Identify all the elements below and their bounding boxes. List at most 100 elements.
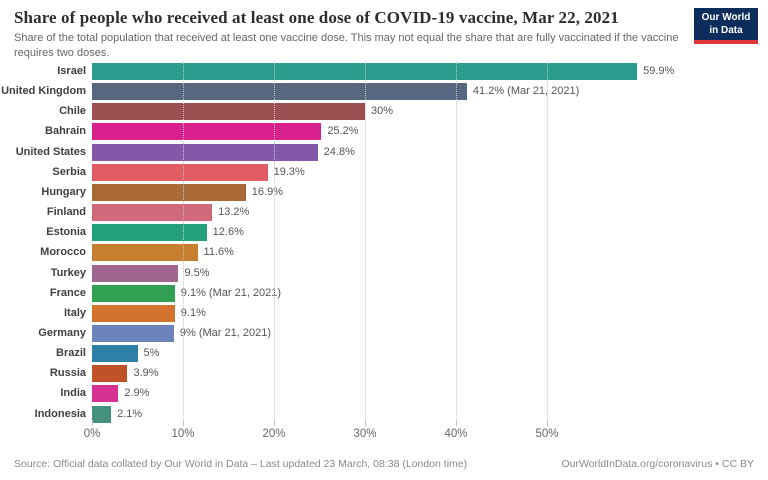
value-label: 25.2% bbox=[327, 125, 359, 138]
country-label: Indonesia bbox=[34, 407, 86, 420]
bar[interactable] bbox=[92, 385, 119, 403]
country-label: Bahrain bbox=[45, 125, 86, 138]
country-label: Finland bbox=[46, 206, 86, 219]
bar-row: Hungary 16.9% bbox=[0, 183, 768, 201]
axis-tick bbox=[92, 420, 93, 426]
owid-logo[interactable]: Our World in Data bbox=[694, 8, 758, 44]
footer-right: OurWorldInData.org/coronavirus • CC BY bbox=[561, 458, 754, 470]
chart-header: Share of people who received at least on… bbox=[14, 8, 758, 61]
value-label: 30% bbox=[371, 105, 394, 118]
country-label: Estonia bbox=[46, 226, 86, 239]
owid-logo-line2: in Data bbox=[709, 24, 743, 36]
bar[interactable] bbox=[92, 83, 467, 101]
bar[interactable] bbox=[92, 224, 207, 242]
bar-row: Estonia 12.6% bbox=[0, 224, 768, 242]
value-label: 11.6% bbox=[203, 246, 234, 259]
axis-tick-label: 50% bbox=[535, 428, 559, 440]
country-label: Brazil bbox=[56, 347, 86, 360]
value-label: 9.1% bbox=[180, 306, 206, 319]
value-label: 9.1% (Mar 21, 2021) bbox=[180, 286, 282, 299]
bar-row: Serbia 19.3% bbox=[0, 163, 768, 181]
axis-tick bbox=[547, 420, 548, 426]
value-label: 12.6% bbox=[212, 226, 244, 239]
bar[interactable] bbox=[92, 63, 638, 80]
value-label: 9% (Mar 21, 2021) bbox=[179, 326, 271, 339]
owid-link[interactable]: OurWorldInData.org/coronavirus bbox=[561, 458, 713, 470]
chart-footer: Source: Official data collated by Our Wo… bbox=[14, 458, 754, 470]
value-label: 16.9% bbox=[251, 185, 283, 198]
country-label: Morocco bbox=[40, 246, 86, 259]
source-note: Source: Official data collated by Our Wo… bbox=[14, 458, 468, 470]
bar-chart: Israel 59.9% United Kingdom 41.2% (Mar 21, … bbox=[0, 62, 768, 442]
country-label: India bbox=[60, 387, 86, 400]
gridline bbox=[365, 62, 366, 424]
bar-row: Morocco 11.6% bbox=[0, 244, 768, 262]
bar-row: Indonesia 2.1% bbox=[0, 405, 768, 423]
country-label: France bbox=[49, 286, 86, 299]
bar-row: United States 24.8% bbox=[0, 143, 768, 161]
bar-row: United Kingdom 41.2% (Mar 21, 2021) bbox=[0, 83, 768, 101]
value-label: 24.8% bbox=[323, 145, 355, 158]
bar[interactable] bbox=[92, 284, 175, 302]
value-label: 19.3% bbox=[273, 165, 305, 178]
bar-row: Germany 9% (Mar 21, 2021) bbox=[0, 324, 768, 342]
country-label: Chile bbox=[59, 105, 86, 118]
bar[interactable] bbox=[92, 264, 179, 282]
country-label: Turkey bbox=[50, 266, 86, 279]
bar[interactable] bbox=[92, 103, 365, 121]
bar-row: Bahrain 25.2% bbox=[0, 123, 768, 141]
gridline bbox=[456, 62, 457, 424]
bar[interactable] bbox=[92, 143, 318, 161]
value-label: 3.9% bbox=[133, 367, 159, 380]
country-label: United States bbox=[15, 145, 86, 158]
bar-row: Chile 30% bbox=[0, 103, 768, 121]
owid-logo-line1: Our World bbox=[701, 12, 751, 23]
page-title: Share of people who received at least on… bbox=[14, 8, 619, 27]
gridline bbox=[183, 62, 184, 424]
bar[interactable] bbox=[92, 304, 175, 322]
bar[interactable] bbox=[92, 163, 268, 181]
bar[interactable] bbox=[92, 183, 246, 201]
value-label: 2.1% bbox=[117, 407, 143, 420]
country-label: United Kingdom bbox=[1, 85, 86, 98]
bar-row: Russia 3.9% bbox=[0, 365, 768, 383]
value-label: 13.2% bbox=[218, 206, 250, 219]
bar-row: Brazil 5% bbox=[0, 345, 768, 363]
axis-tick bbox=[456, 420, 457, 426]
bar[interactable] bbox=[92, 324, 174, 342]
country-label: Israel bbox=[57, 65, 86, 77]
value-label: 2.9% bbox=[124, 387, 150, 400]
license-label: • CC BY bbox=[712, 458, 754, 470]
chart-subtitle: Share of the total population that recei… bbox=[14, 32, 679, 59]
bar[interactable] bbox=[92, 123, 322, 141]
value-label: 59.9% bbox=[643, 65, 675, 77]
value-label: 5% bbox=[143, 347, 160, 360]
bar-row: Turkey 9.5% bbox=[0, 264, 768, 282]
axis-tick bbox=[183, 420, 184, 426]
bar-row: Israel 59.9% bbox=[0, 63, 768, 80]
bar[interactable] bbox=[92, 405, 112, 423]
bar-row: Italy 9.1% bbox=[0, 304, 768, 322]
value-label: 9.5% bbox=[184, 266, 210, 279]
country-label: Italy bbox=[63, 306, 86, 319]
bar[interactable] bbox=[92, 204, 213, 222]
axis-tick bbox=[274, 420, 275, 426]
bar[interactable] bbox=[92, 345, 138, 363]
gridline bbox=[547, 62, 548, 424]
bar-row: Finland 13.2% bbox=[0, 204, 768, 222]
bar[interactable] bbox=[92, 365, 128, 383]
axis-tick-label: 40% bbox=[444, 428, 468, 440]
axis-tick-label: 20% bbox=[262, 428, 286, 440]
gridline bbox=[274, 62, 275, 424]
country-label: Russia bbox=[49, 367, 86, 380]
axis-tick-label: 10% bbox=[171, 428, 195, 440]
bar[interactable] bbox=[92, 244, 198, 262]
axis-tick bbox=[365, 420, 366, 426]
axis-tick-label: 30% bbox=[353, 428, 377, 440]
bar-row: France 9.1% (Mar 21, 2021) bbox=[0, 284, 768, 302]
value-label: 41.2% (Mar 21, 2021) bbox=[472, 85, 580, 98]
country-label: Hungary bbox=[41, 185, 86, 198]
country-label: Serbia bbox=[52, 165, 86, 178]
bar-row: India 2.9% bbox=[0, 385, 768, 403]
